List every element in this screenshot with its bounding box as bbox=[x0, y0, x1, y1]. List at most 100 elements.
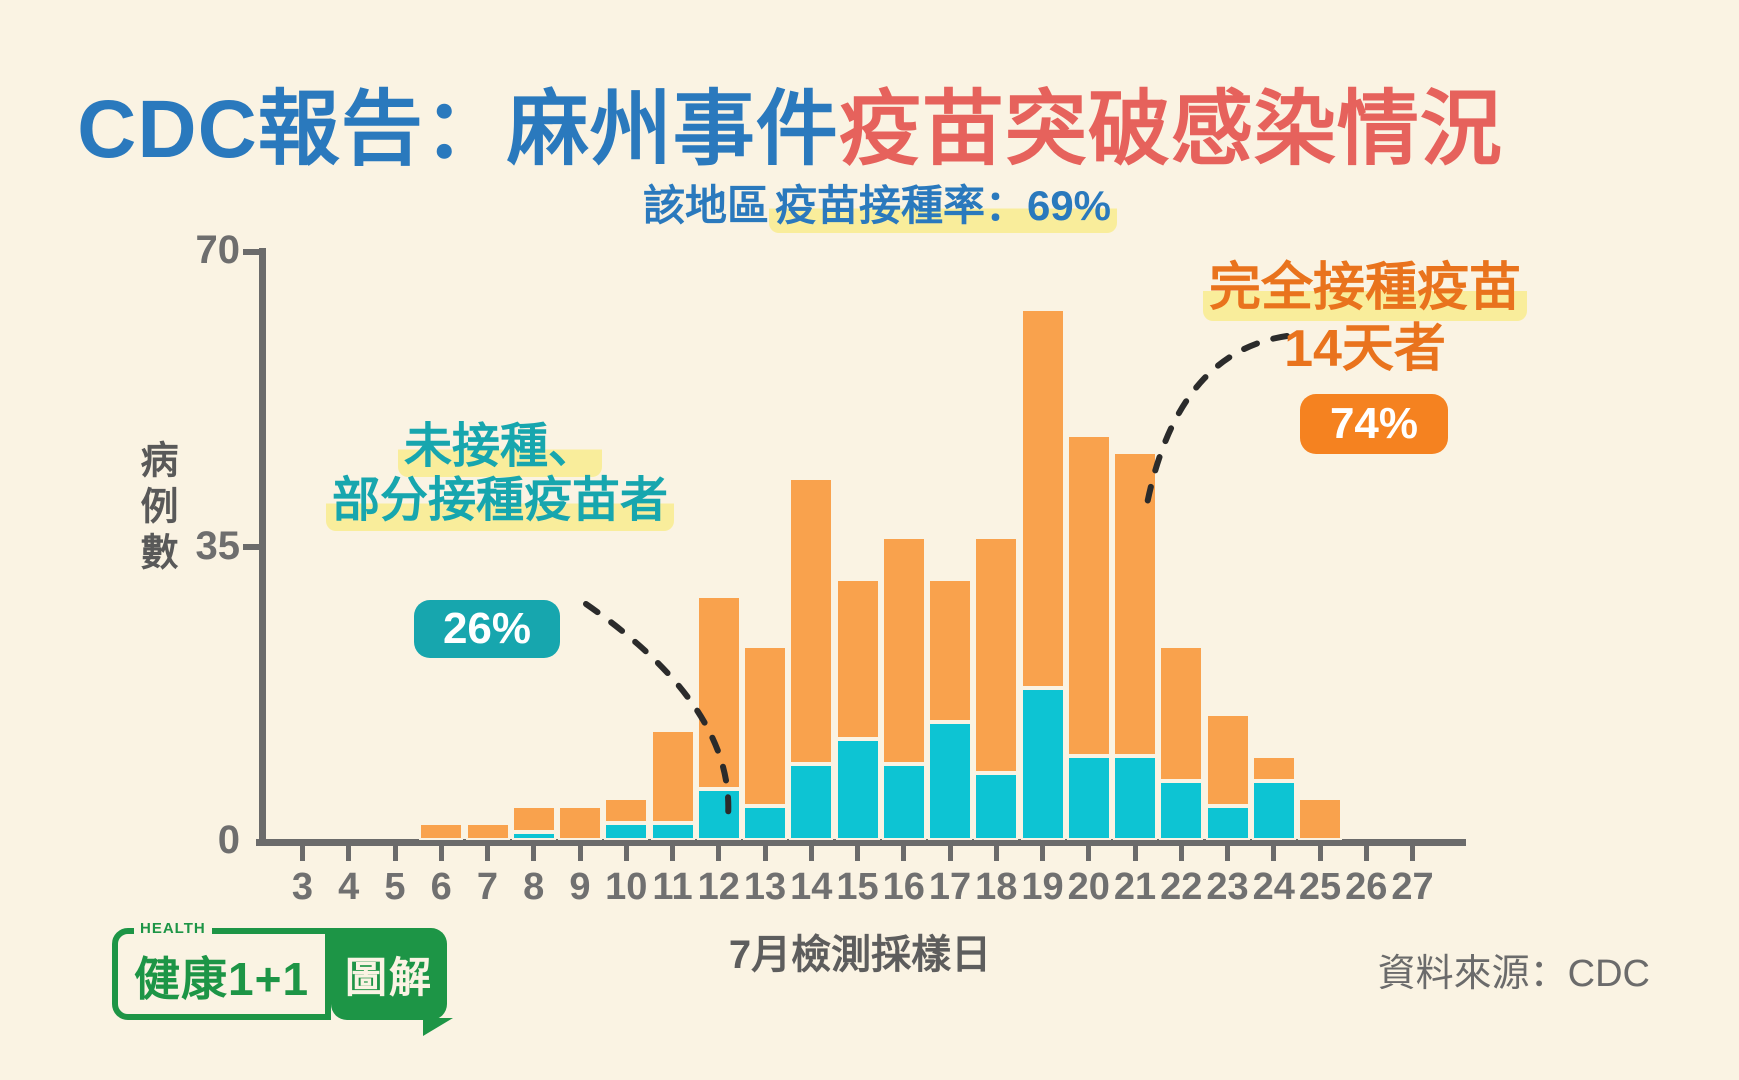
bar-segment bbox=[604, 797, 649, 824]
subtitle: 該地區 疫苗接種率：69% bbox=[430, 172, 1330, 233]
x-tick-mark bbox=[1086, 846, 1092, 861]
bar-segment bbox=[650, 730, 695, 824]
x-tick-mark bbox=[346, 846, 352, 861]
x-tick-mark bbox=[670, 846, 675, 861]
x-tick-mark bbox=[438, 846, 444, 861]
data-source: 資料來源：CDC bbox=[1377, 953, 1650, 995]
bar-segment bbox=[604, 823, 649, 840]
x-tick-label: 14 bbox=[790, 866, 833, 908]
x-tick-label: 8 bbox=[523, 866, 545, 908]
bar-segment bbox=[928, 578, 972, 722]
annotation-vaccinated: 完全接種疫苗 14天者 bbox=[1185, 258, 1545, 381]
bar-segment bbox=[696, 595, 741, 790]
bar-segment bbox=[974, 536, 1019, 773]
bar-segment bbox=[835, 578, 880, 739]
y-tick-label-0: 0 bbox=[217, 818, 240, 862]
x-tick-label: 4 bbox=[338, 866, 360, 908]
x-tick-mark bbox=[1132, 846, 1138, 861]
subtitle-highlight: 疫苗接種率：69% bbox=[768, 182, 1118, 233]
x-tick-mark bbox=[392, 846, 398, 861]
logo-health-word: HEALTH bbox=[134, 920, 212, 937]
title-blue-part: CDC報告：麻州事件 bbox=[77, 84, 839, 175]
bar-segment bbox=[511, 831, 556, 840]
x-axis-label: 7月檢測採樣日 bbox=[728, 933, 992, 977]
x-tick-label: 15 bbox=[836, 866, 879, 908]
y-tick-label-35: 35 bbox=[195, 524, 241, 568]
x-tick-label: 27 bbox=[1391, 866, 1434, 908]
bar-segment bbox=[696, 789, 741, 840]
x-tick-mark bbox=[762, 846, 768, 861]
bar-segment bbox=[1205, 713, 1250, 807]
health-1plus1-logo: HEALTH 健康1+1 圖解 bbox=[112, 920, 454, 1036]
bar-segment bbox=[743, 806, 787, 840]
title-red-part: 疫苗突破感染情況 bbox=[838, 84, 1503, 175]
bar-segment bbox=[1159, 780, 1204, 840]
logo-right-panel: 圖解 bbox=[331, 928, 454, 1036]
badge-unvaccinated-26: 26% bbox=[414, 600, 560, 658]
x-tick-mark bbox=[1178, 846, 1184, 861]
logo-suffix-text: 圖解 bbox=[345, 953, 434, 1001]
bar-segment bbox=[789, 764, 834, 840]
logo-speech-tail bbox=[423, 1018, 454, 1036]
bar-segment bbox=[1020, 308, 1065, 689]
bar-segment bbox=[1205, 806, 1250, 840]
x-tick-label: 21 bbox=[1113, 866, 1157, 908]
bar-segment bbox=[1251, 780, 1296, 840]
x-tick-label: 6 bbox=[430, 866, 452, 908]
logo-left-panel: HEALTH 健康1+1 bbox=[112, 920, 332, 1020]
annotation-unvaccinated-line2: 部分接種疫苗者 bbox=[325, 473, 674, 531]
x-tick-label: 17 bbox=[928, 866, 972, 908]
bar-segment bbox=[650, 823, 695, 840]
x-tick-mark bbox=[1225, 846, 1230, 861]
x-tick-mark bbox=[300, 846, 305, 861]
x-tick-label: 10 bbox=[605, 866, 648, 908]
annotation-vaccinated-line2: 14天者 bbox=[1284, 320, 1446, 379]
bar-segment bbox=[835, 738, 880, 840]
x-tick-label: 11 bbox=[652, 866, 693, 908]
x-tick-label: 23 bbox=[1206, 866, 1249, 908]
x-tick-mark bbox=[716, 846, 722, 861]
bar-segment bbox=[1066, 435, 1111, 756]
x-tick-mark bbox=[485, 846, 490, 861]
x-tick-mark bbox=[1271, 846, 1277, 861]
y-axis-label: 病例數 bbox=[134, 440, 176, 578]
x-axis-line bbox=[256, 839, 1466, 846]
x-tick-mark bbox=[947, 846, 953, 861]
x-tick-mark bbox=[623, 846, 629, 861]
bar-segment bbox=[511, 806, 556, 832]
x-tick-mark bbox=[993, 846, 999, 861]
bar-segment bbox=[1159, 646, 1204, 781]
x-tick-mark bbox=[1410, 846, 1415, 861]
x-tick-label: 24 bbox=[1252, 866, 1295, 908]
bar-segment bbox=[789, 477, 834, 765]
logo-brand-text: 健康1+1 bbox=[134, 953, 310, 1005]
x-tick-label: 12 bbox=[697, 866, 740, 908]
x-tick-mark bbox=[1040, 846, 1045, 861]
bar-segment bbox=[1113, 755, 1157, 840]
bar-segment bbox=[1020, 688, 1065, 840]
subtitle-prefix: 該地區 bbox=[642, 182, 769, 229]
bar-segment bbox=[974, 772, 1019, 840]
x-tick-label: 20 bbox=[1067, 866, 1110, 908]
bar-segment bbox=[1066, 755, 1111, 840]
x-tick-label: 7 bbox=[476, 866, 499, 908]
y-tick-label-70: 70 bbox=[195, 228, 241, 272]
bar-segment bbox=[419, 823, 464, 840]
x-tick-mark bbox=[901, 846, 907, 861]
bar-segment bbox=[1298, 797, 1342, 840]
bar-segment bbox=[465, 823, 510, 840]
badge-vaccinated-74: 74% bbox=[1300, 394, 1448, 454]
x-tick-label: 25 bbox=[1298, 866, 1342, 908]
x-tick-mark bbox=[1317, 846, 1323, 861]
x-tick-mark bbox=[808, 846, 814, 861]
x-tick-label: 9 bbox=[569, 866, 591, 908]
bar-segment bbox=[558, 806, 602, 840]
y-tick-mark-70 bbox=[243, 249, 259, 255]
x-tick-mark bbox=[531, 846, 537, 861]
bar-segment bbox=[928, 721, 972, 840]
x-tick-label: 13 bbox=[743, 866, 787, 908]
x-tick-label: 5 bbox=[384, 866, 406, 908]
y-tick-mark-35 bbox=[243, 544, 259, 550]
x-tick-label: 26 bbox=[1345, 866, 1388, 908]
